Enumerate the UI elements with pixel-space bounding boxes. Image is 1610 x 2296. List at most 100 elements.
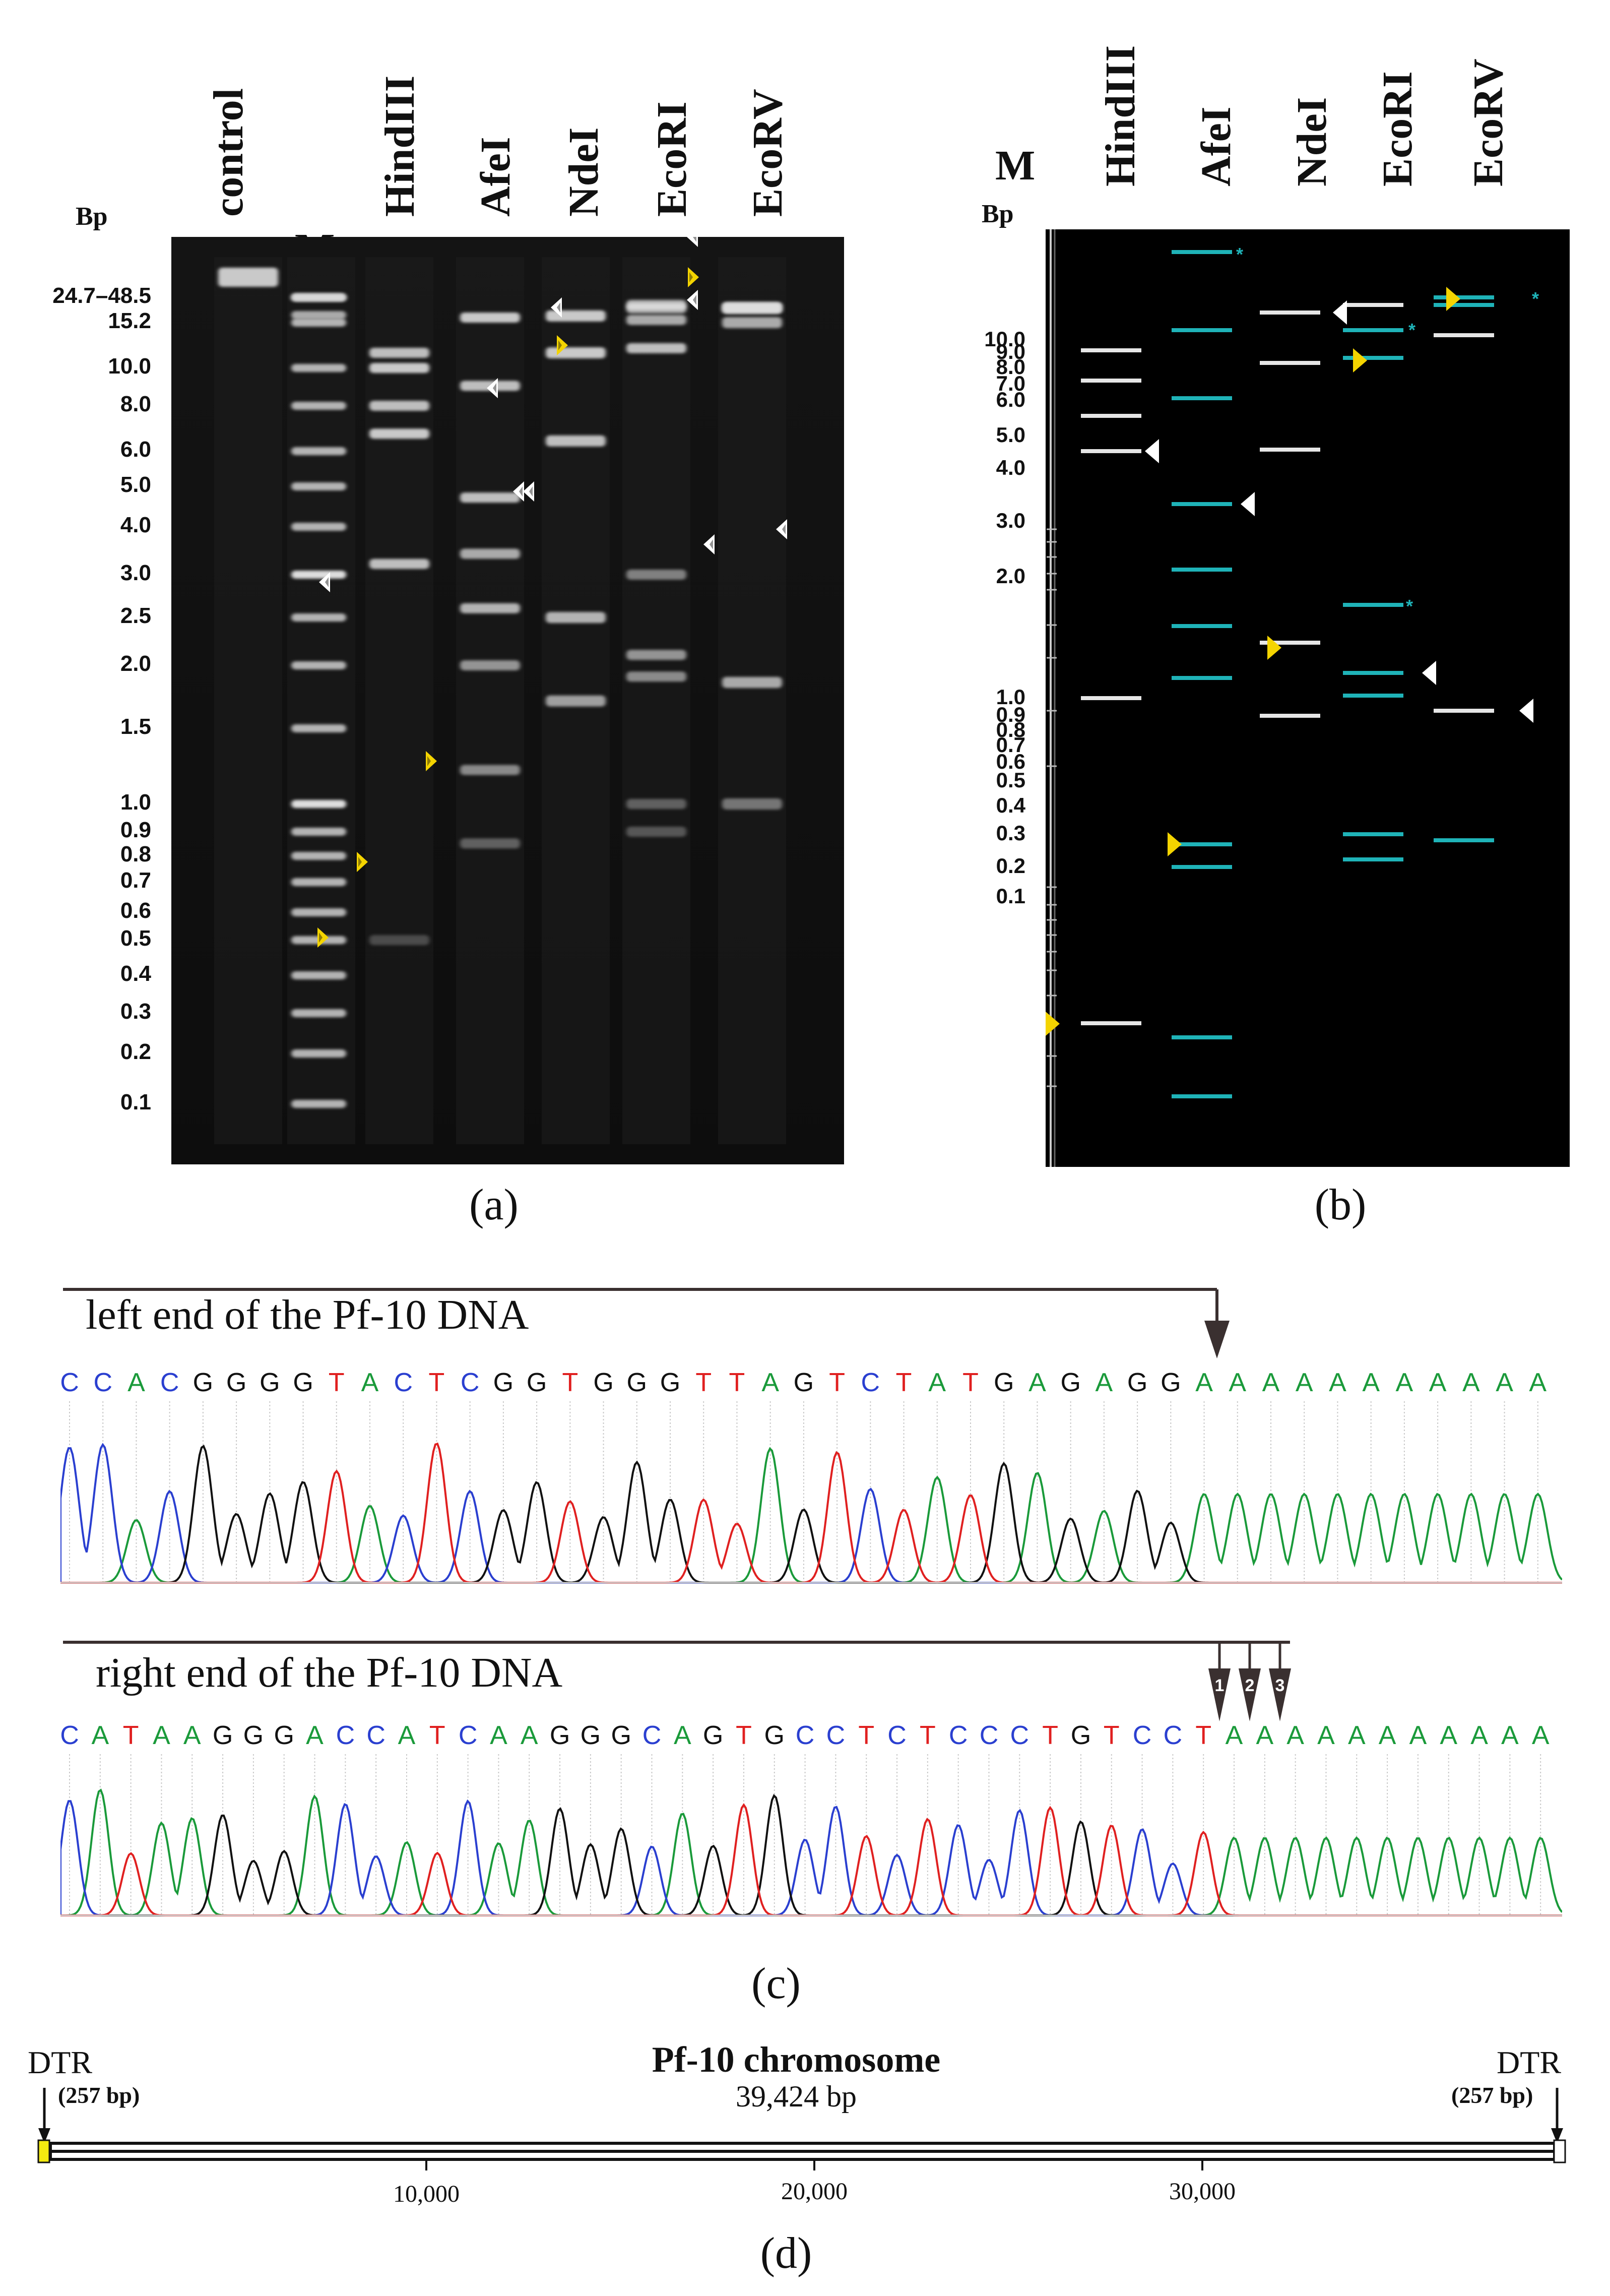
base-call-letter: G (243, 1721, 264, 1750)
gel-b-bp-label: 0.3 (996, 821, 1025, 845)
yellow-marker-icon (357, 852, 368, 872)
gel-band (291, 293, 346, 301)
schematic-band (1172, 328, 1232, 332)
schematic-band (1172, 502, 1232, 506)
gel-band (369, 401, 429, 411)
white-marker-icon (319, 572, 330, 592)
right-dtr-size: (257 bp) (1451, 2082, 1533, 2108)
gel-a-bp-label: 0.9 (120, 818, 151, 842)
gel-band (626, 827, 686, 837)
base-call-letter: A (1348, 1721, 1366, 1750)
base-call-letter: G (703, 1721, 723, 1750)
base-call-letter: G (550, 1721, 570, 1750)
panel-a-label: (a) (469, 1181, 519, 1229)
base-call-letter: T (962, 1368, 979, 1397)
schematic-band (1260, 311, 1320, 315)
base-call-letter: T (329, 1368, 345, 1397)
right-dtr-label: DTR (1497, 2044, 1561, 2080)
base-call-letter: A (1229, 1368, 1246, 1397)
base-call-letter: C (336, 1721, 355, 1750)
trace-c (60, 1799, 1562, 1916)
gel-b-bp-label: 4.0 (996, 456, 1025, 479)
schematic-band (1081, 1021, 1141, 1025)
gel-b-bp-label: 7.0 (996, 371, 1025, 395)
base-call-letter: C (642, 1721, 662, 1750)
gel-band (626, 671, 686, 682)
base-call-letter: C (459, 1721, 478, 1750)
gel-band (291, 800, 346, 808)
gel-band (291, 971, 346, 979)
white-marker-icon (1241, 492, 1255, 516)
axis-tick-label: 20,000 (781, 2178, 848, 2205)
yellow-marker-icon (1353, 348, 1367, 373)
chromosome-length: 39,424 bp (736, 2080, 857, 2113)
white-marker-icon (513, 481, 524, 502)
base-call-letter: T (736, 1721, 752, 1750)
gel-band (291, 908, 346, 916)
gel-b-bp-title: Bp (982, 200, 1014, 228)
base-call-letter: C (1010, 1721, 1029, 1750)
gel-a-bp-label: 0.2 (120, 1039, 151, 1064)
cut-site-arrow-icon (1208, 1668, 1231, 1721)
schematic-band (1172, 676, 1232, 680)
base-call-letter: G (764, 1721, 785, 1750)
gel-band (291, 523, 346, 531)
panel-c-label: (c) (751, 1959, 801, 2008)
gel-b-lane-label: EcoRV (1465, 58, 1512, 187)
gel-a-bp-label: 0.8 (120, 842, 151, 866)
gel-a-bp-label: 0.6 (120, 898, 151, 923)
gel-band (291, 311, 346, 319)
gel-a-bp-label: 5.0 (120, 472, 151, 497)
gel-b-bp-label: 9.0 (996, 340, 1025, 363)
base-call-letter: C (160, 1368, 179, 1397)
base-call-letter: A (1379, 1721, 1396, 1750)
gel-band (546, 310, 606, 322)
gel-b-schematic: * * * * (1046, 229, 1570, 1167)
base-call-letter: C (394, 1368, 413, 1397)
base-call-letter: G (293, 1368, 313, 1397)
gel-a-bp-label: 0.4 (120, 961, 151, 986)
base-call-letter: A (1296, 1368, 1313, 1397)
base-call-letter: C (1164, 1721, 1183, 1750)
gel-band (369, 428, 429, 439)
base-call-letter: A (1440, 1721, 1457, 1750)
gel-band (291, 571, 346, 579)
base-call-letter: A (127, 1368, 145, 1397)
base-call-letter: C (60, 1721, 79, 1750)
yellow-marker-icon (557, 335, 568, 355)
gel-a-bp-label: 1.5 (120, 714, 151, 739)
base-call-letter: G (493, 1368, 513, 1397)
base-call-letter: C (887, 1721, 907, 1750)
white-marker-icon (487, 378, 498, 398)
gel-band (291, 402, 346, 410)
base-call-letter: A (153, 1721, 170, 1750)
base-call-letter: T (1195, 1721, 1211, 1750)
gel-a-bp-label: 10.0 (108, 354, 151, 379)
yellow-marker-icon (1267, 636, 1281, 660)
schematic-band (1081, 449, 1141, 453)
white-marker-icon (551, 297, 562, 318)
gel-band (291, 828, 346, 836)
gel-band (460, 838, 520, 849)
chromosome-title: Pf-10 chromosome (652, 2039, 941, 2080)
base-call-letter: A (674, 1721, 691, 1750)
axis-tick-label: 10,000 (393, 2181, 460, 2207)
schematic-band (1343, 603, 1403, 607)
base-call-letter: G (1127, 1368, 1147, 1397)
white-marker-icon (687, 237, 698, 247)
cut-site-number: 2 (1245, 1676, 1255, 1695)
gel-band (460, 492, 520, 503)
gel-b-lane-label: AfeI (1193, 106, 1240, 187)
gel-band (291, 319, 346, 327)
gel-a-bp-label: 3.0 (120, 561, 151, 585)
cut-site-arrow-icon (1269, 1668, 1291, 1721)
schematic-band (1172, 1094, 1232, 1098)
base-call-letter: A (1226, 1721, 1243, 1750)
panel-d-label: (d) (760, 2229, 812, 2278)
base-call-letter: T (1042, 1721, 1058, 1750)
gel-band (369, 363, 429, 373)
trace-g (60, 1445, 1562, 1584)
gel-band (369, 559, 429, 569)
base-call-letter: C (60, 1368, 79, 1397)
schematic-band (1434, 709, 1494, 713)
